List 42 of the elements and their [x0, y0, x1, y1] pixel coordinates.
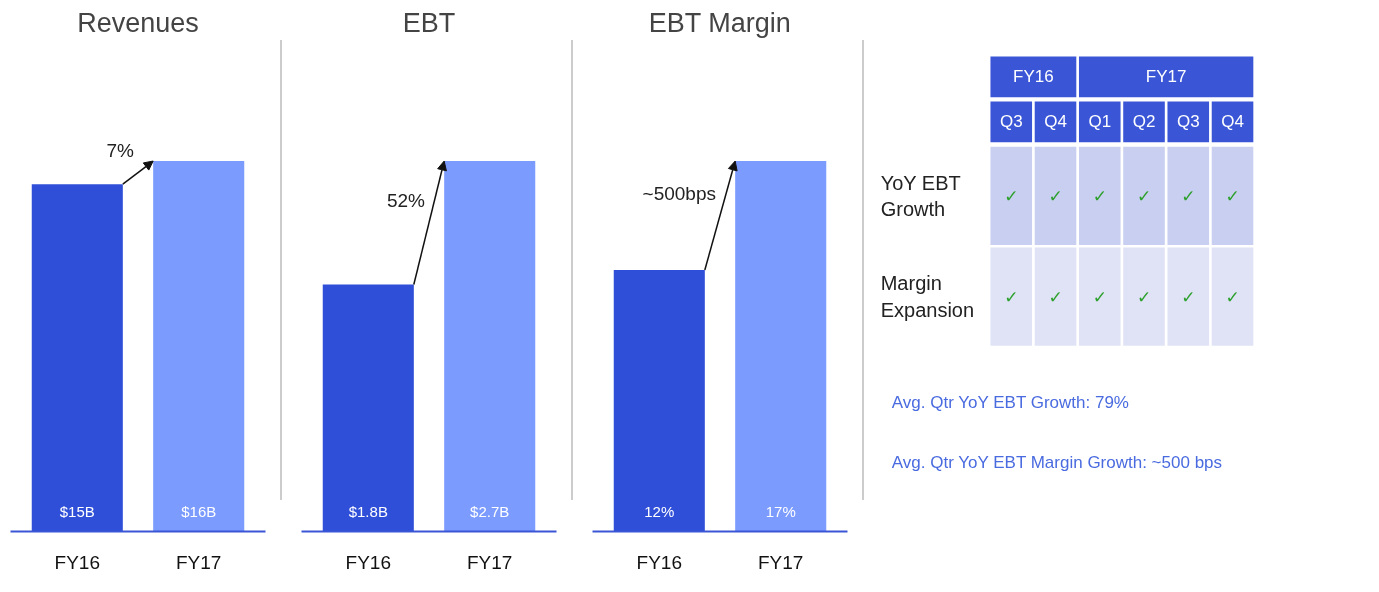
text: ✓ — [1048, 286, 1063, 307]
x-tick-label: FY16 — [636, 551, 682, 573]
text: ✓ — [1004, 286, 1019, 307]
category-label: Q1 — [1088, 112, 1112, 132]
text: ✓ — [1048, 185, 1063, 206]
data-label: $2.7B — [470, 503, 510, 521]
x-tick-label: FY16 — [345, 551, 391, 573]
annotation: ~500bps — [642, 182, 717, 204]
x-tick-label: FY17 — [467, 551, 513, 573]
category-label: Q4 — [1221, 112, 1244, 132]
text: Avg. Qtr YoY EBT Margin Growth: ~500 bps — [891, 453, 1223, 473]
text: ✓ — [1136, 185, 1152, 206]
category-label: Q2 — [1132, 112, 1156, 132]
text: ✓ — [1136, 286, 1152, 307]
x-tick-label: FY17 — [758, 551, 804, 573]
text: ✓ — [1181, 185, 1196, 206]
data-label: 12% — [644, 503, 675, 521]
category-label: Margin Expansion — [880, 272, 975, 321]
category-label: Q3 — [1176, 112, 1200, 132]
category-label: Q3 — [999, 112, 1023, 132]
data-label: $1.8B — [348, 503, 388, 521]
text: FY16 — [1013, 67, 1054, 87]
chart-title: EBT Margin — [648, 7, 791, 38]
text: Avg. Qtr YoY EBT Growth: 79% — [891, 393, 1129, 413]
text: FY17 — [1145, 67, 1187, 87]
text: ✓ — [1004, 185, 1019, 206]
text: ✓ — [1092, 286, 1107, 307]
data-label: $15B — [59, 503, 95, 521]
chart-title: Revenues — [77, 7, 199, 38]
annotation: 52% — [386, 189, 426, 211]
text: ✓ — [1225, 185, 1240, 206]
text: 7% — [106, 139, 135, 161]
text: ✓ — [1181, 286, 1196, 307]
category-label: Q4 — [1044, 112, 1067, 132]
data-label: 17% — [765, 503, 796, 521]
data-label: $16B — [181, 503, 217, 521]
chart-title: EBT — [402, 7, 456, 38]
category-label: YoY EBT Growth — [880, 171, 961, 221]
text: ✓ — [1225, 286, 1240, 307]
x-tick-label: FY17 — [176, 551, 222, 573]
x-tick-label: FY16 — [54, 551, 100, 573]
text: ✓ — [1092, 185, 1107, 206]
